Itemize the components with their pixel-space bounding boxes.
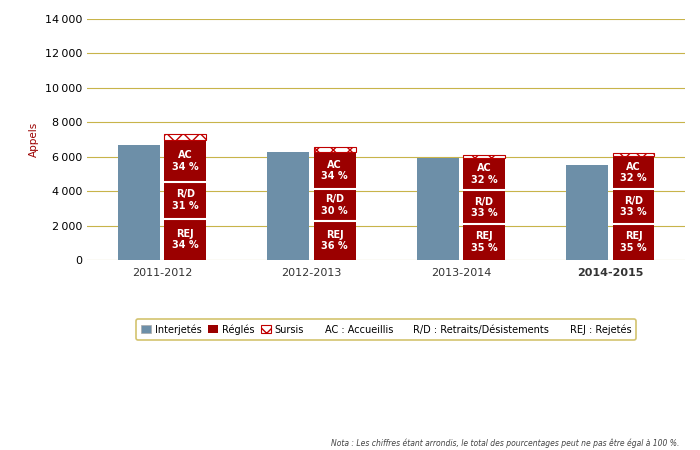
Bar — [314, 152, 356, 189]
Bar — [417, 158, 458, 260]
Text: Nota : Les chiffres étant arrondis, le total des pourcentages peut ne pas être é: Nota : Les chiffres étant arrondis, le t… — [330, 438, 679, 448]
Bar — [612, 224, 654, 260]
Text: REJ
35 %: REJ 35 % — [471, 231, 498, 253]
Text: AC
32 %: AC 32 % — [620, 162, 647, 183]
Bar — [314, 147, 356, 152]
Bar — [314, 221, 356, 260]
Text: REJ
34 %: REJ 34 % — [172, 229, 199, 250]
Bar — [164, 181, 206, 219]
Bar — [267, 152, 309, 260]
Y-axis label: Appels: Appels — [29, 122, 39, 157]
Text: REJ
35 %: REJ 35 % — [620, 231, 647, 252]
Bar — [164, 219, 206, 260]
Text: REJ
36 %: REJ 36 % — [321, 230, 348, 252]
Bar — [463, 155, 505, 158]
Text: R/D
30 %: R/D 30 % — [321, 194, 348, 216]
Bar — [612, 156, 654, 189]
Text: AC
34 %: AC 34 % — [321, 160, 348, 181]
Bar — [463, 158, 505, 190]
Text: AC
32 %: AC 32 % — [471, 163, 498, 185]
Text: R/D
33 %: R/D 33 % — [620, 196, 647, 217]
Bar — [612, 153, 654, 156]
Bar — [463, 224, 505, 260]
Bar — [164, 135, 206, 140]
Legend: Interjetés, Réglés, Sursis, AC : Accueillis, R/D : Retraits/Désistements, REJ : : Interjetés, Réglés, Sursis, AC : Accueil… — [136, 320, 636, 340]
Bar — [314, 189, 356, 221]
Bar — [463, 190, 505, 224]
Text: AC
34 %: AC 34 % — [172, 150, 199, 172]
Bar — [612, 189, 654, 224]
Bar — [118, 145, 160, 260]
Text: R/D
33 %: R/D 33 % — [471, 197, 498, 218]
Text: R/D
31 %: R/D 31 % — [172, 189, 199, 211]
Bar — [566, 165, 608, 260]
Bar — [164, 140, 206, 181]
